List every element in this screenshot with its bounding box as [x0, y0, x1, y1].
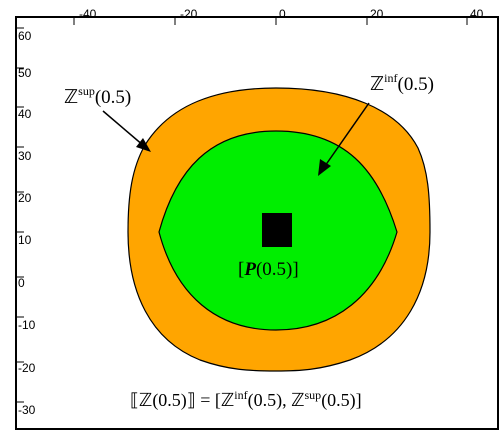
- x-tick-label: -20: [180, 7, 198, 21]
- x-tick-label: 40: [470, 7, 484, 21]
- formula-end: (0.5)]: [321, 390, 361, 411]
- formula-lhs: ⟦ℤ(0.5)⟧ = [ℤ: [130, 390, 234, 411]
- p-label-open: [: [238, 259, 244, 280]
- formula-mid: (0.5), ℤ: [248, 390, 305, 411]
- y-tick-label: -20: [18, 361, 36, 375]
- z-sup-arrow: [102, 110, 151, 152]
- y-tick-label: -30: [18, 403, 36, 417]
- z-sup-label-arg: (0.5): [95, 87, 131, 108]
- p-label-arg: (0.5)]: [256, 259, 299, 280]
- x-tick-label: -40: [79, 7, 97, 21]
- x-axis: -40 -20 0 20 40: [73, 7, 484, 25]
- y-tick-label: 0: [18, 276, 25, 290]
- p-label: [P(0.5)]: [238, 259, 299, 280]
- p-point-marker: [262, 213, 292, 247]
- y-tick-label: -10: [18, 318, 36, 332]
- y-tick-label: 20: [18, 191, 32, 205]
- z-sup-label-super: sup: [78, 84, 95, 98]
- z-sup-label-base: ℤ: [64, 87, 78, 108]
- z-inf-label: ℤinf(0.5): [370, 71, 434, 95]
- y-tick-label: 10: [18, 233, 32, 247]
- y-tick-label: 50: [18, 66, 32, 80]
- z-inf-label-base: ℤ: [370, 74, 384, 95]
- x-tick-label: 0: [279, 7, 286, 21]
- p-label-symbol: P: [243, 259, 256, 280]
- y-axis: 60 50 40 30 20 10 0 -10 -20 -30: [16, 27, 36, 417]
- interval-formula: ⟦ℤ(0.5)⟧ = [ℤinf(0.5), ℤsup(0.5)]: [130, 388, 362, 411]
- y-tick-label: 40: [18, 107, 32, 121]
- plot-frame: [15, 16, 499, 430]
- x-tick-label: 20: [370, 7, 384, 21]
- formula-sup-super: sup: [305, 388, 322, 402]
- z-inf-arrow: [318, 102, 370, 176]
- y-tick-label: 30: [18, 149, 32, 163]
- z-sup-label: ℤsup(0.5): [64, 84, 131, 108]
- formula-inf-super: inf: [234, 388, 247, 402]
- y-tick-label: 60: [18, 29, 32, 43]
- z-inf-label-super: inf: [384, 71, 397, 85]
- z-inf-label-arg: (0.5): [398, 74, 434, 95]
